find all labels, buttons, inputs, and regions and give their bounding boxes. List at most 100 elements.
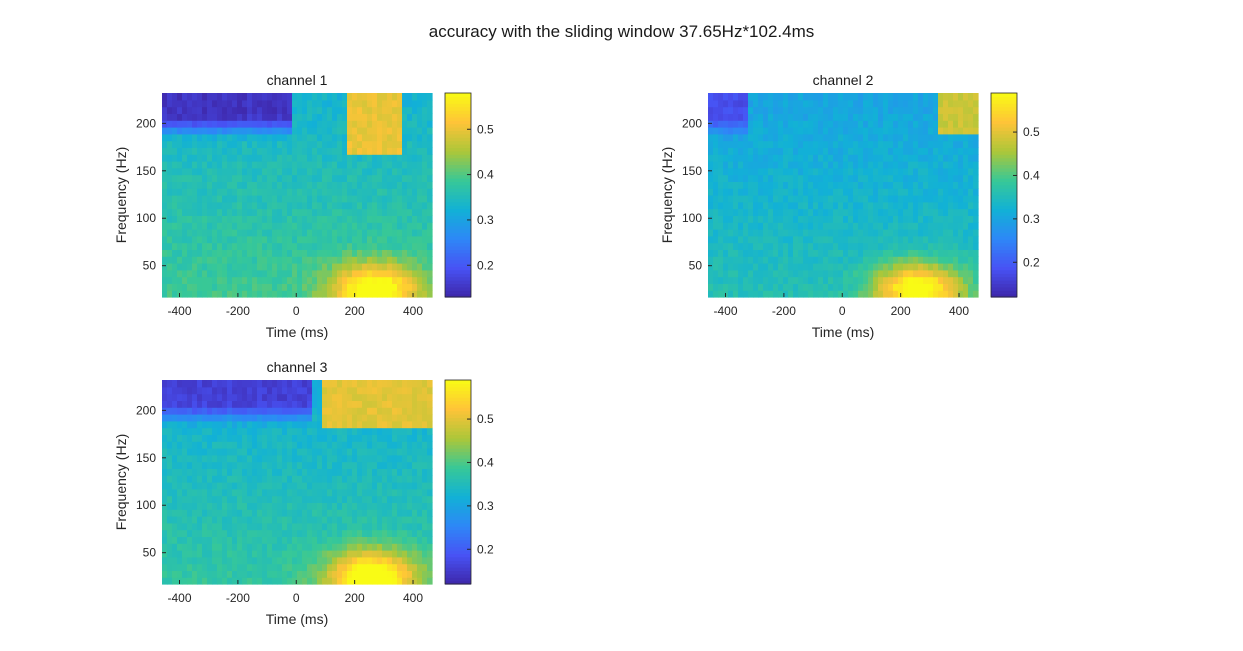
heatmap-cell <box>302 543 308 551</box>
heatmap-cell <box>818 188 824 196</box>
heatmap-cell <box>743 127 749 135</box>
heatmap-cell <box>728 290 734 298</box>
heatmap-cell <box>317 454 323 463</box>
heatmap-cell <box>177 167 183 176</box>
heatmap-cell <box>402 276 408 284</box>
heatmap-cell <box>407 556 413 565</box>
heatmap-cell <box>202 475 208 483</box>
heatmap-cell <box>257 276 263 284</box>
heatmap-cell <box>207 380 213 388</box>
heatmap-cell <box>367 380 373 388</box>
heatmap-cell <box>783 201 789 210</box>
heatmap-cell <box>242 563 248 571</box>
heatmap-cell <box>838 174 844 182</box>
heatmap-cell <box>838 256 844 264</box>
heatmap-cell <box>202 529 208 537</box>
heatmap-cell <box>713 140 719 148</box>
heatmap-cell <box>207 434 213 442</box>
heatmap-cell <box>357 454 363 463</box>
heatmap-cell <box>272 256 278 264</box>
heatmap-cell <box>818 181 824 189</box>
heatmap-cell <box>237 488 243 497</box>
heatmap-cell <box>242 99 248 108</box>
heatmap-cell <box>272 488 278 497</box>
heatmap-cell <box>337 522 343 531</box>
heatmap-cell <box>783 174 789 182</box>
heatmap-cell <box>382 427 388 435</box>
heatmap-cell <box>192 461 198 469</box>
heatmap-cell <box>282 516 288 524</box>
heatmap-cell <box>407 495 413 503</box>
heatmap-cell <box>823 249 829 257</box>
heatmap-cell <box>297 174 303 182</box>
heatmap-cell <box>923 249 929 257</box>
heatmap-cell <box>162 563 168 571</box>
heatmap-cell <box>938 208 944 216</box>
heatmap-cell <box>162 570 168 578</box>
heatmap-cell <box>177 161 183 169</box>
heatmap-cell <box>307 127 313 135</box>
heatmap-cell <box>177 120 183 128</box>
heatmap-cell <box>182 127 188 135</box>
heatmap-cell <box>177 407 183 415</box>
heatmap-cell <box>212 133 218 142</box>
heatmap-cell <box>322 93 328 101</box>
heatmap-cell <box>953 263 959 271</box>
heatmap-cell <box>212 529 218 537</box>
heatmap-cell <box>367 502 373 510</box>
heatmap-cell <box>292 201 298 210</box>
heatmap-cell <box>893 229 899 237</box>
heatmap-cell <box>362 256 368 264</box>
heatmap-cell <box>382 147 388 155</box>
heatmap-cell <box>217 577 223 585</box>
heatmap-cell <box>372 495 378 503</box>
heatmap-cell <box>327 482 333 490</box>
heatmap-cell <box>282 283 288 291</box>
heatmap-cell <box>903 290 909 298</box>
heatmap-cell <box>783 113 789 121</box>
heatmap-cell <box>162 249 168 257</box>
heatmap-cell <box>207 448 213 456</box>
heatmap-cell <box>903 242 909 250</box>
heatmap-cell <box>843 181 849 189</box>
heatmap-cell <box>357 222 363 230</box>
heatmap-cell <box>277 290 283 298</box>
heatmap-cell <box>282 269 288 278</box>
colorbar-segment <box>445 184 471 189</box>
heatmap-cell <box>397 167 403 176</box>
heatmap-cell <box>402 454 408 463</box>
heatmap-cell <box>272 441 278 449</box>
heatmap-cell <box>332 475 338 483</box>
colorbar-segment <box>445 161 471 165</box>
heatmap-cell <box>257 106 263 114</box>
heatmap-cell <box>758 181 764 189</box>
heatmap-cell <box>818 93 824 101</box>
heatmap-cell <box>237 522 243 531</box>
heatmap-cell <box>372 222 378 230</box>
heatmap-cell <box>197 263 203 271</box>
heatmap-cell <box>227 482 233 490</box>
heatmap-cell <box>367 276 373 284</box>
heatmap-cell <box>202 570 208 578</box>
heatmap-cell <box>838 208 844 216</box>
heatmap-cell <box>958 188 964 196</box>
heatmap-cell <box>302 215 308 223</box>
colorbar-segment <box>991 178 1017 182</box>
heatmap-cell <box>888 120 894 128</box>
heatmap-cell <box>808 113 814 121</box>
heatmap-cell <box>212 454 218 463</box>
heatmap-cell <box>858 263 864 271</box>
heatmap-cell <box>948 154 954 162</box>
heatmap-cell <box>332 488 338 497</box>
heatmap-cell <box>187 441 193 449</box>
heatmap-cell <box>287 133 293 142</box>
heatmap-cell <box>928 154 934 162</box>
heatmap-cell <box>182 516 188 524</box>
heatmap-cell <box>372 468 378 476</box>
heatmap-cell <box>277 222 283 230</box>
heatmap-cell <box>337 563 343 571</box>
heatmap-cell <box>743 181 749 189</box>
heatmap-cell <box>387 249 393 257</box>
heatmap-cell <box>402 181 408 189</box>
heatmap-cell <box>397 174 403 182</box>
